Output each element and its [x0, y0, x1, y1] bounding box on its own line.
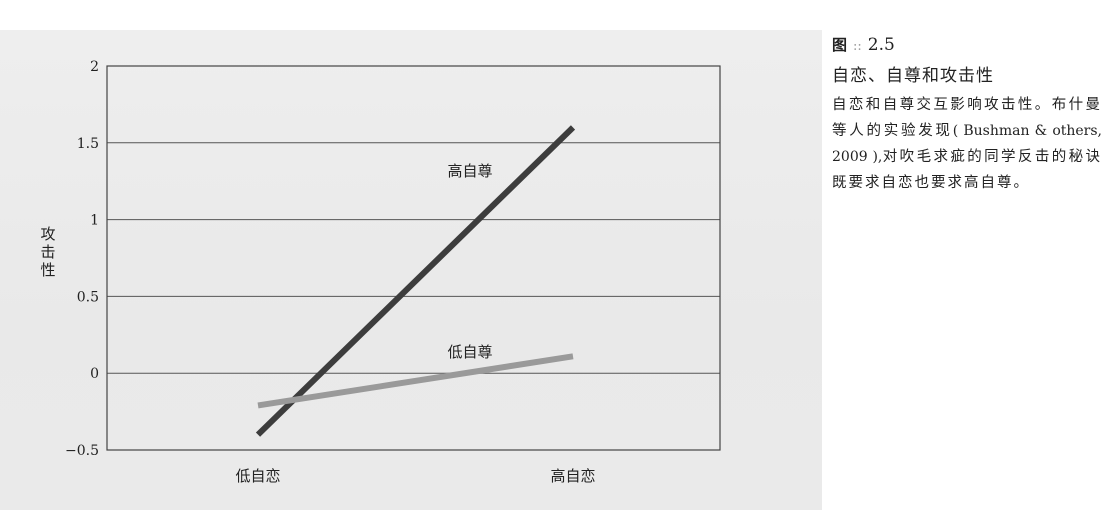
- figure-mark: 图: [832, 36, 848, 54]
- description-text-2: 对吹毛求疵的同学反击的秘诀既要求自恋也要求高自尊。: [832, 149, 1102, 191]
- x-category-label: 低自恋: [235, 467, 280, 485]
- y-tick-label: 1.5: [77, 136, 99, 152]
- y-tick-label: 0.5: [77, 289, 99, 305]
- description-citation: ( Bushman & others, 2009 ),: [832, 123, 1103, 165]
- y-tick-label: 2: [90, 59, 99, 75]
- series-line: [255, 125, 576, 437]
- y-axis-label-char: 攻: [40, 225, 55, 243]
- grid-lines: [107, 142, 720, 374]
- x-category-labels: 低自恋 高自恋: [235, 467, 595, 485]
- figure-number: 图:: 2.5: [832, 34, 1102, 55]
- series-label: 低自尊: [447, 343, 492, 361]
- x-category-label: 高自恋: [550, 467, 595, 485]
- series-label: 高自尊: [447, 162, 492, 180]
- figure-number-value: 2.5: [867, 35, 895, 55]
- y-tick-label: −0.5: [65, 443, 99, 459]
- y-tick-label: 1: [90, 213, 99, 229]
- y-axis-label-char: 性: [40, 261, 55, 279]
- series-line: [257, 353, 574, 409]
- figure-description: 自恋和自尊交互影响攻击性。布什曼等人的实验发现( Bushman & other…: [832, 92, 1102, 196]
- series-lines: [255, 125, 576, 437]
- chart-panel: −0.5 0 0.5 1 1.5 2 低自恋 高自恋 高自尊低自尊 攻击性: [0, 30, 822, 510]
- figure-title: 自恋、自尊和攻击性: [832, 66, 994, 86]
- figure-separator-icon: ::: [853, 39, 862, 54]
- y-axis-label: 攻击性: [40, 225, 55, 279]
- figure-caption: 图:: 2.5 自恋、自尊和攻击性 自恋和自尊交互影响攻击性。布什曼等人的实验发现…: [832, 34, 1102, 196]
- description-text-1: 自恋和自尊交互影响攻击性。布什曼等人的实验发现: [832, 97, 1102, 139]
- plot-frame: [106, 65, 721, 451]
- y-axis-label-char: 击: [40, 243, 55, 261]
- y-tick-labels: −0.5 0 0.5 1 1.5 2: [65, 59, 99, 459]
- y-tick-label: 0: [90, 366, 99, 382]
